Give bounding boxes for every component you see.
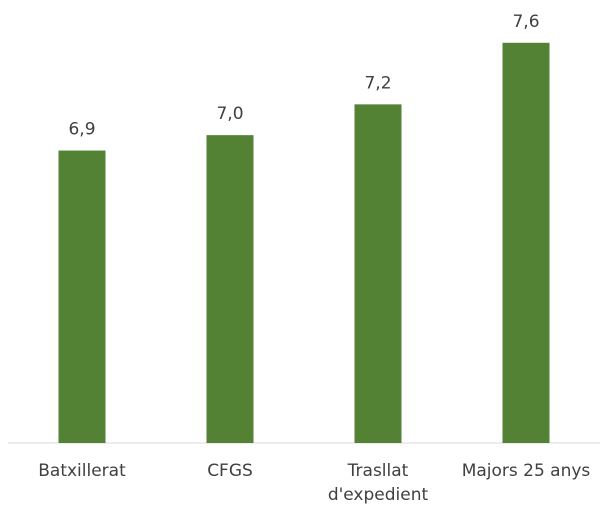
- data-label: 7,2: [364, 73, 391, 93]
- data-label: 6,9: [68, 120, 95, 140]
- bar: [206, 135, 254, 443]
- x-tick-label: CFGS: [207, 461, 253, 481]
- x-tick-label: Majors 25 anys: [461, 461, 591, 481]
- bar: [354, 104, 402, 443]
- x-tick-label: Trasllat d'expedient: [327, 461, 429, 505]
- data-label: 7,6: [512, 12, 539, 32]
- x-tick-label: Batxillerat: [38, 461, 126, 481]
- bar: [58, 150, 106, 444]
- bar: [502, 42, 550, 444]
- data-label: 7,0: [216, 104, 243, 124]
